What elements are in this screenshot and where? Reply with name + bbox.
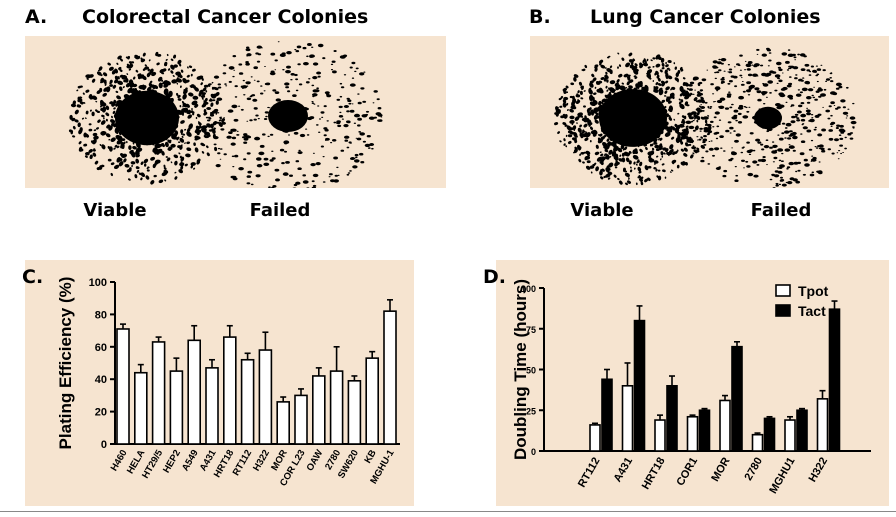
legend-swatch (775, 304, 791, 317)
y-tick-label: 25 (526, 406, 536, 416)
legend-label: Tpot (798, 283, 829, 299)
y-axis-label: Doubling Time (hours) (511, 279, 530, 460)
panel-b-title: Lung Cancer Colonies (590, 6, 821, 28)
bottom-rule (0, 511, 896, 512)
y-tick-label: 80 (95, 309, 107, 321)
plating-efficiency-bar (276, 401, 290, 445)
failed-colony-colorectal (198, 41, 383, 193)
x-tick-label: 2780 (742, 456, 765, 483)
x-tick-label: MGHU1 (767, 456, 797, 496)
y-axis-label: Plating Efficiency (%) (56, 277, 75, 450)
plating-efficiency-bar (116, 328, 130, 445)
lung-colony-image (554, 47, 857, 189)
panel-d-chart-box: 0 25 50 75 100 Doubling Time (hours) RT112 A431… (496, 260, 889, 506)
x-tick-label: H322 (807, 456, 831, 485)
doubling-time-bar (784, 419, 796, 452)
caption-viable-b: Viable (570, 200, 634, 221)
doubling-time-bar (686, 415, 699, 452)
x-tick-label: MOR (709, 455, 732, 483)
viable-colony-lung (554, 52, 712, 186)
doubling-time-bar (601, 378, 613, 452)
caption-failed-b: Failed (750, 200, 812, 221)
plating-efficiency-bar (383, 310, 397, 445)
x-tick-label: HEP2 (161, 448, 183, 475)
plating-efficiency-bar (169, 370, 184, 445)
y-tick-label: 0 (101, 439, 107, 451)
panel-d-letter: D. (483, 266, 506, 288)
doubling-time-bar (621, 385, 634, 452)
plating-efficiency-bar (205, 367, 219, 445)
y-tick-label: 60 (95, 342, 107, 354)
panel-c-letter: C. (22, 266, 44, 288)
doubling-time-bar (589, 424, 601, 452)
lung-colony-band (530, 36, 889, 189)
plating-efficiency-bar (134, 371, 148, 445)
plating-efficiency-bar (258, 349, 273, 445)
y-tick-label: 20 (95, 407, 107, 419)
panel-c-chart-box: 0 20 40 60 80 100 Plating Efficiency (%) H460 HE… (25, 260, 414, 506)
viable-colony-colorectal (68, 51, 225, 185)
caption-failed-a: Failed (249, 200, 311, 221)
x-tick-label: H322 (251, 448, 272, 473)
panel-a-title: Colorectal Cancer Colonies (82, 6, 369, 28)
plating-efficiency-bar (347, 380, 362, 445)
doubling-time-bar (633, 319, 646, 452)
legend-swatch (775, 284, 791, 297)
colorectal-colony-band (25, 36, 446, 193)
x-tick-label: HRT18 (640, 456, 668, 492)
doubling-time-bar (666, 385, 678, 452)
plating-efficiency-bar (187, 339, 201, 445)
y-tick-label: 100 (521, 284, 536, 294)
doubling-time-bar (731, 345, 743, 452)
y-tick-label: 40 (95, 374, 107, 386)
plating-efficiency-bar (240, 358, 255, 445)
x-tick-label: COR1 (674, 456, 700, 488)
x-tick-label: A549 (180, 448, 201, 473)
y-tick-label: 75 (526, 325, 536, 335)
panel-b-letter: B. (529, 6, 551, 28)
y-tick-label: 100 (89, 277, 107, 289)
legend-label: Tact (798, 303, 826, 319)
doubling-time-bar (719, 399, 731, 452)
plating-efficiency-bar (294, 394, 308, 445)
y-tick-label: 0 (531, 447, 536, 457)
x-tick-label: KB (362, 448, 378, 466)
x-tick-label: A431 (612, 456, 636, 485)
doubling-time-bar (763, 417, 776, 452)
x-tick-label: OAW (305, 448, 326, 473)
failed-colony-lung (679, 47, 857, 189)
caption-viable-a: Viable (83, 200, 147, 221)
plating-efficiency-bar (223, 336, 237, 445)
doubling-time-bar (654, 419, 666, 452)
plating-efficiency-bar (311, 375, 326, 445)
plating-efficiency-bar (329, 370, 344, 445)
doubling-time-bar (796, 409, 808, 452)
doubling-time-bar (751, 433, 764, 452)
plating-efficiency-bar (365, 357, 380, 445)
y-tick-label: 50 (526, 366, 536, 376)
panel-a-letter: A. (25, 6, 48, 28)
x-tick-label: RT112 (576, 456, 603, 490)
colorectal-colony-image (68, 41, 383, 193)
doubling-time-bar (816, 398, 829, 452)
plating-efficiency-bar (151, 341, 166, 445)
doubling-time-bar (828, 308, 841, 452)
doubling-time-bar (698, 409, 711, 452)
